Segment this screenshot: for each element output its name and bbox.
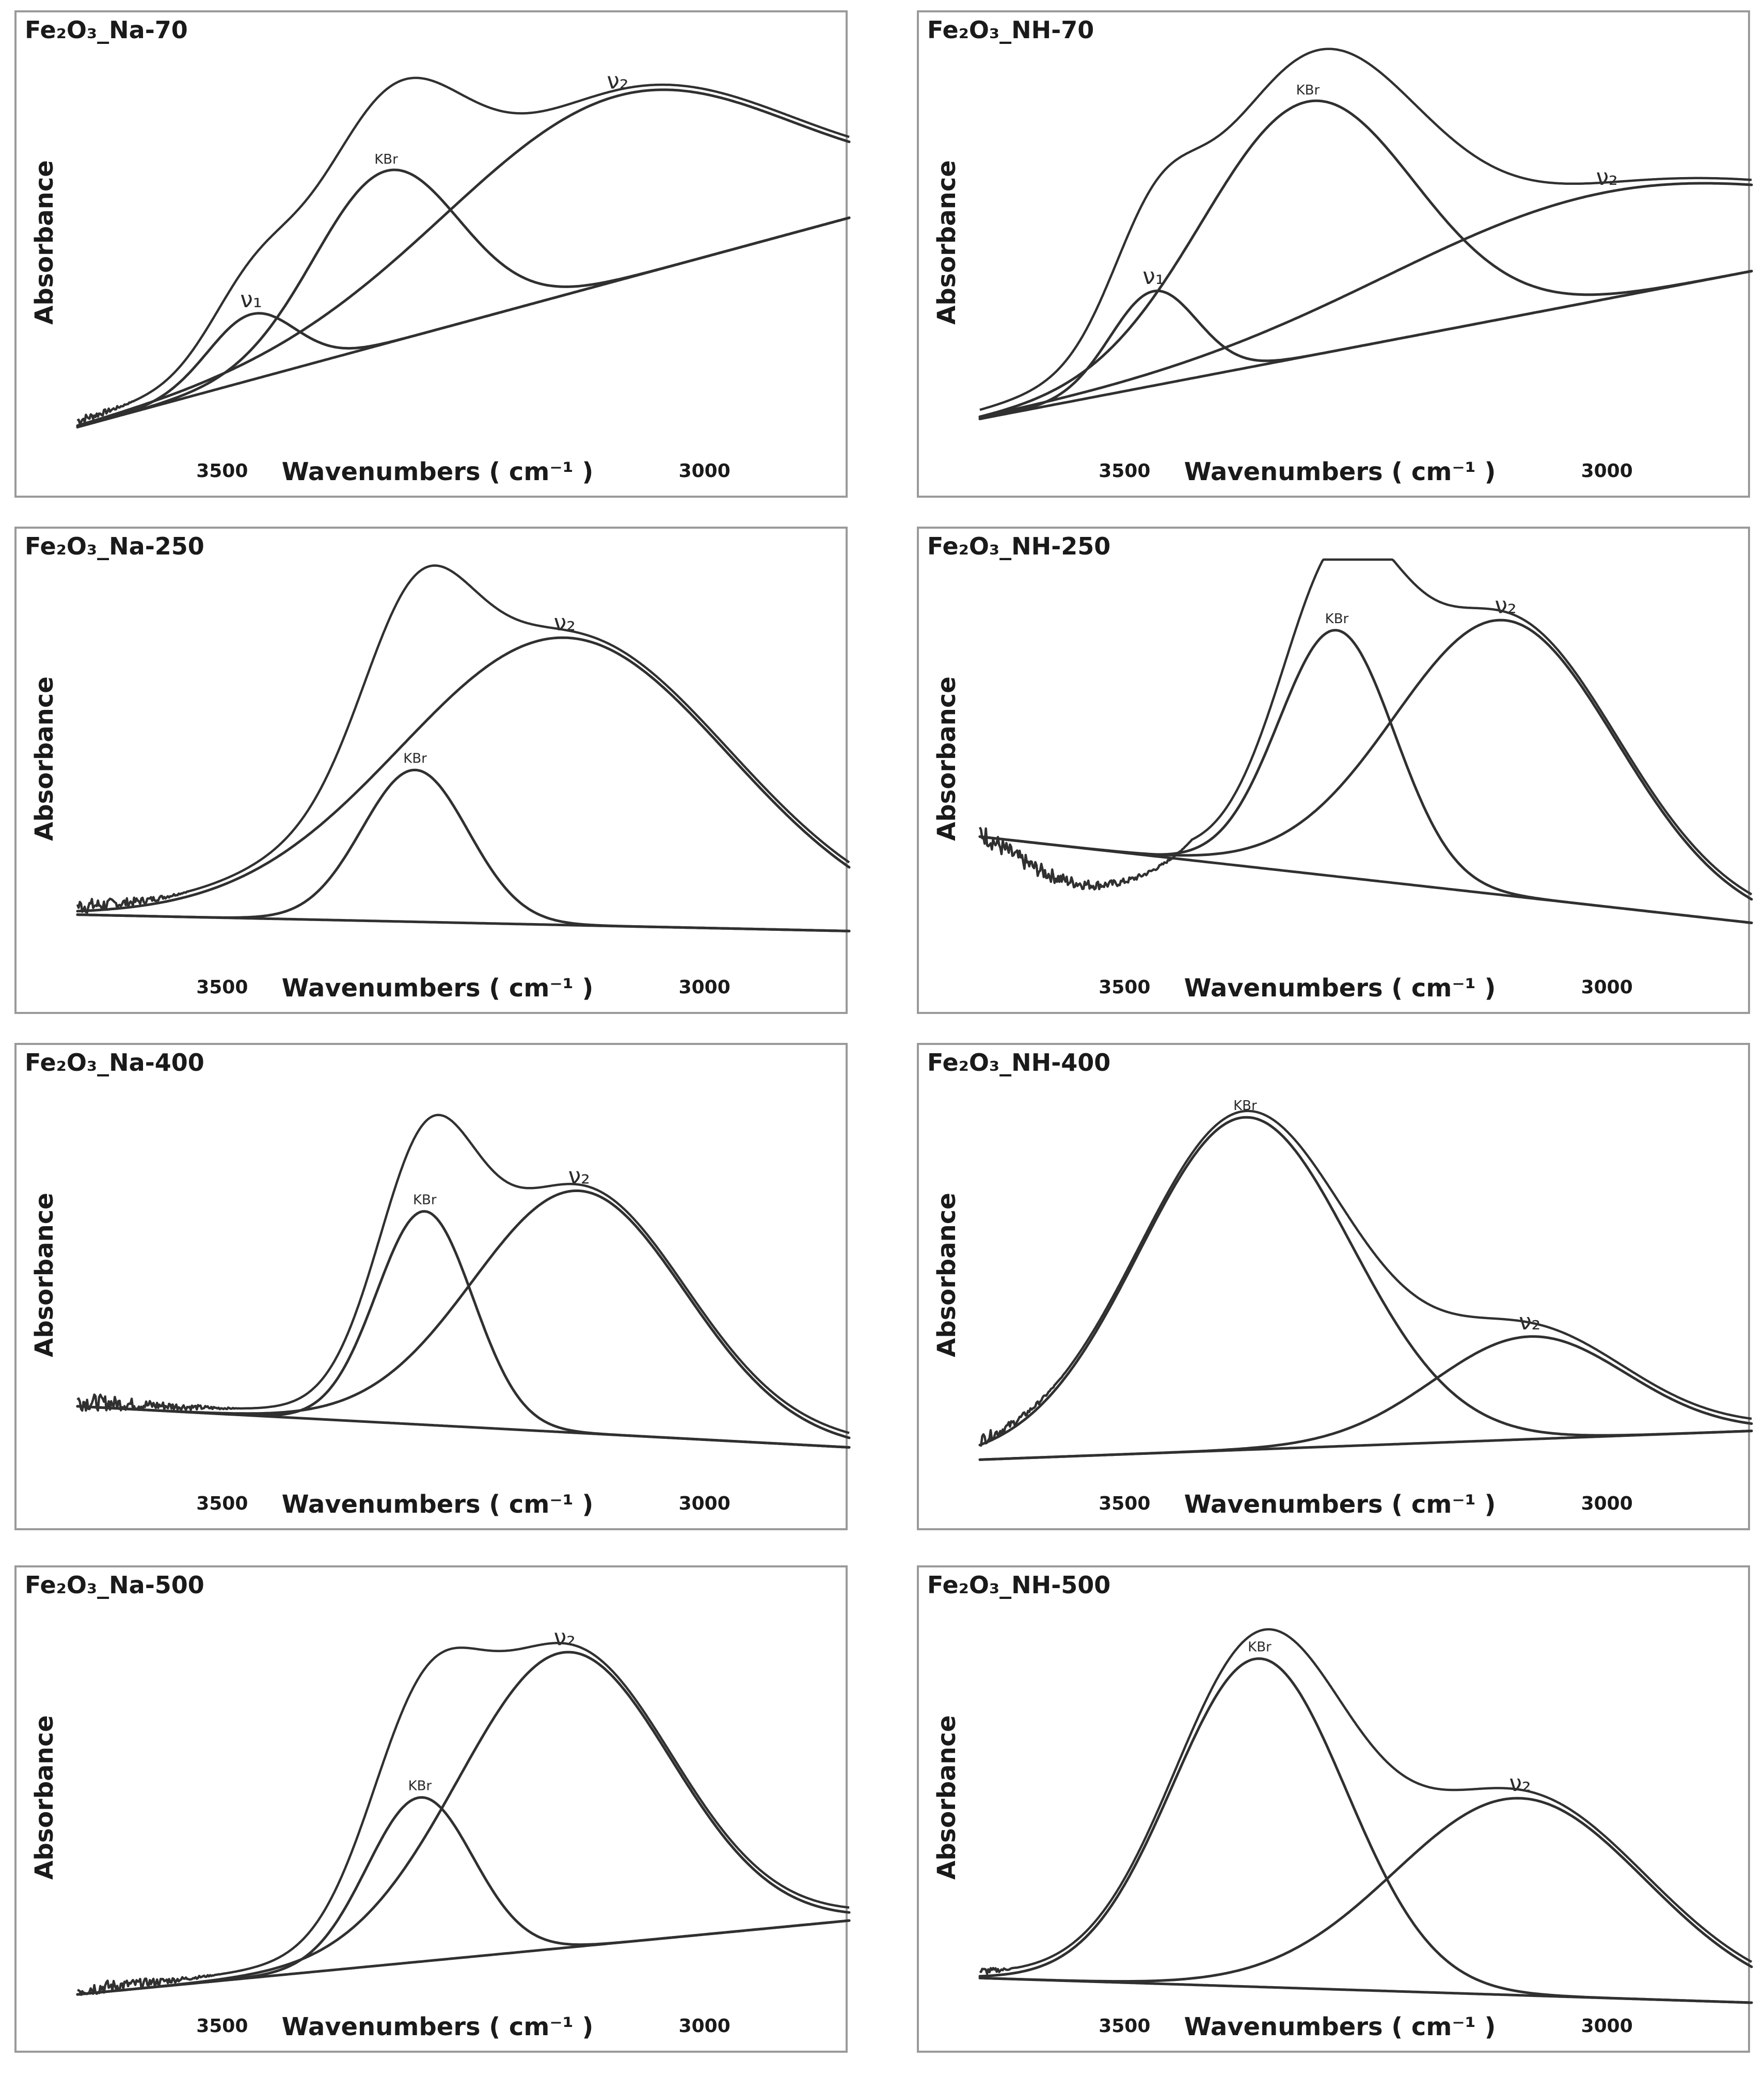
kbr-peak-label: KBr: [413, 1192, 437, 1208]
y-axis-label: Absorbance: [932, 160, 961, 325]
chart-4: Fe₂O₃_NH-250 Absorbance Wavenumbers ( cm⁻¹…: [917, 527, 1753, 1014]
kbr-peak-label: KBr: [1248, 1640, 1272, 1655]
x-axis-label: Wavenumbers ( cm⁻¹ ): [282, 1490, 594, 1519]
y-axis-label: Absorbance: [30, 160, 59, 325]
nu1-peak-label: ν₁: [240, 287, 262, 313]
x-axis-label: Wavenumbers ( cm⁻¹ ): [1184, 974, 1496, 1003]
x-axis-label: Wavenumbers ( cm⁻¹ ): [1184, 1490, 1496, 1519]
kbr-component-curve: [978, 1657, 1753, 2004]
kbr-peak-label: KBr: [374, 152, 398, 167]
y-axis-label: Absorbance: [30, 676, 59, 841]
chart-2: Fe₂O₃_NH-70 Absorbance Wavenumbers ( cm⁻¹ …: [917, 10, 1753, 498]
nu1-component-curve: [978, 269, 1753, 420]
kbr-component-curve: [978, 99, 1753, 418]
measured-spectrum-curve: [77, 1642, 850, 1996]
x-tick-label: 3000: [1581, 2016, 1633, 2037]
measured-spectrum-curve: [979, 47, 1752, 411]
x-tick-label: 3000: [679, 977, 730, 998]
kbr-component-curve: [978, 1116, 1753, 1447]
nu2-peak-label: ν₂: [1596, 164, 1618, 191]
x-tick-label: 3500: [1099, 2016, 1150, 2037]
x-axis-label: Wavenumbers ( cm⁻¹ ): [1184, 2012, 1496, 2041]
chart-title: Fe₂O₃_NH-70: [927, 16, 1094, 44]
chart-6: Fe₂O₃_NH-400 Absorbance Wavenumbers ( cm⁻¹…: [917, 1043, 1753, 1530]
chart-1: Fe₂O₃_Na-70 Absorbance Wavenumbers ( cm⁻¹ …: [14, 10, 851, 498]
y-axis-label: Absorbance: [30, 1193, 59, 1357]
chart-5: Fe₂O₃_Na-400 Absorbance Wavenumbers ( cm⁻¹…: [14, 1043, 851, 1530]
chart-frame: [14, 10, 848, 498]
chart-title: Fe₂O₃_NH-250: [927, 532, 1110, 560]
measured-spectrum-curve: [979, 1628, 1753, 1975]
x-tick-label: 3000: [679, 2016, 730, 2037]
x-axis-label: Wavenumbers ( cm⁻¹ ): [1184, 457, 1496, 486]
chart-frame: [917, 10, 1750, 498]
nu2-peak-label: ν₂: [554, 1624, 576, 1651]
nu2-component-curve: [76, 636, 851, 913]
chart-frame: [14, 527, 848, 1014]
chart-3: Fe₂O₃_Na-250 Absorbance Wavenumbers ( cm⁻¹…: [14, 527, 851, 1014]
y-axis-label: Absorbance: [30, 1715, 59, 1880]
nu2-component-curve: [978, 1797, 1753, 1983]
chart-7: Fe₂O₃_Na-500 Absorbance Wavenumbers ( cm⁻¹…: [14, 1565, 851, 2053]
x-axis-label: Wavenumbers ( cm⁻¹ ): [282, 2012, 594, 2041]
x-tick-label: 3000: [1581, 461, 1633, 482]
y-axis-label: Absorbance: [932, 676, 961, 841]
measured-spectrum-curve: [76, 564, 850, 914]
chart-title: Fe₂O₃_Na-250: [25, 532, 204, 560]
x-tick-label: 3500: [196, 977, 248, 998]
kbr-peak-label: KBr: [1325, 611, 1349, 627]
chart-frame: [917, 1565, 1750, 2053]
measured-spectrum-curve: [978, 558, 1753, 896]
x-tick-label: 3500: [196, 1493, 248, 1514]
measured-spectrum-curve: [979, 1109, 1752, 1447]
x-axis-label: Wavenumbers ( cm⁻¹ ): [282, 457, 594, 486]
nu2-component-curve: [76, 1189, 851, 1439]
measured-spectrum-curve: [76, 76, 850, 425]
nu2-component-curve: [978, 619, 1753, 901]
nu2-component-curve: [978, 1335, 1753, 1461]
nu2-component-curve: [978, 182, 1753, 418]
nu2-component-curve: [76, 88, 851, 427]
kbr-component-curve: [76, 168, 851, 429]
nu2-component-curve: [76, 1651, 851, 1996]
x-tick-label: 3500: [1099, 461, 1150, 482]
kbr-component-curve: [76, 768, 851, 932]
y-axis-label: Absorbance: [932, 1193, 961, 1357]
chart-title: Fe₂O₃_Na-500: [25, 1571, 204, 1599]
chart-title: Fe₂O₃_Na-70: [25, 16, 188, 44]
chart-8: Fe₂O₃_NH-500 Absorbance Wavenumbers ( cm⁻¹…: [917, 1565, 1753, 2053]
x-tick-label: 3000: [679, 461, 730, 482]
nu2-peak-label: ν₂: [1509, 1770, 1531, 1797]
x-tick-label: 3500: [1099, 1493, 1150, 1514]
chart-frame: [917, 1043, 1750, 1530]
x-tick-label: 3000: [1581, 1493, 1633, 1514]
chart-frame: [14, 1043, 848, 1530]
x-axis-label: Wavenumbers ( cm⁻¹ ): [282, 974, 594, 1003]
measured-spectrum-curve: [76, 1114, 850, 1434]
x-tick-label: 3000: [1581, 977, 1633, 998]
x-tick-label: 3500: [1099, 977, 1150, 998]
x-tick-label: 3000: [679, 1493, 730, 1514]
chart-title: Fe₂O₃_NH-400: [927, 1049, 1110, 1076]
kbr-peak-label: KBr: [1296, 83, 1320, 98]
chart-title: Fe₂O₃_NH-500: [927, 1571, 1110, 1599]
kbr-peak-label: KBr: [408, 1779, 432, 1794]
x-tick-label: 3500: [196, 461, 248, 482]
kbr-peak-label: KBr: [403, 751, 427, 766]
y-axis-label: Absorbance: [932, 1715, 961, 1880]
x-tick-label: 3500: [196, 2016, 248, 2037]
chart-frame: [917, 527, 1750, 1014]
chart-title: Fe₂O₃_Na-400: [25, 1049, 204, 1076]
